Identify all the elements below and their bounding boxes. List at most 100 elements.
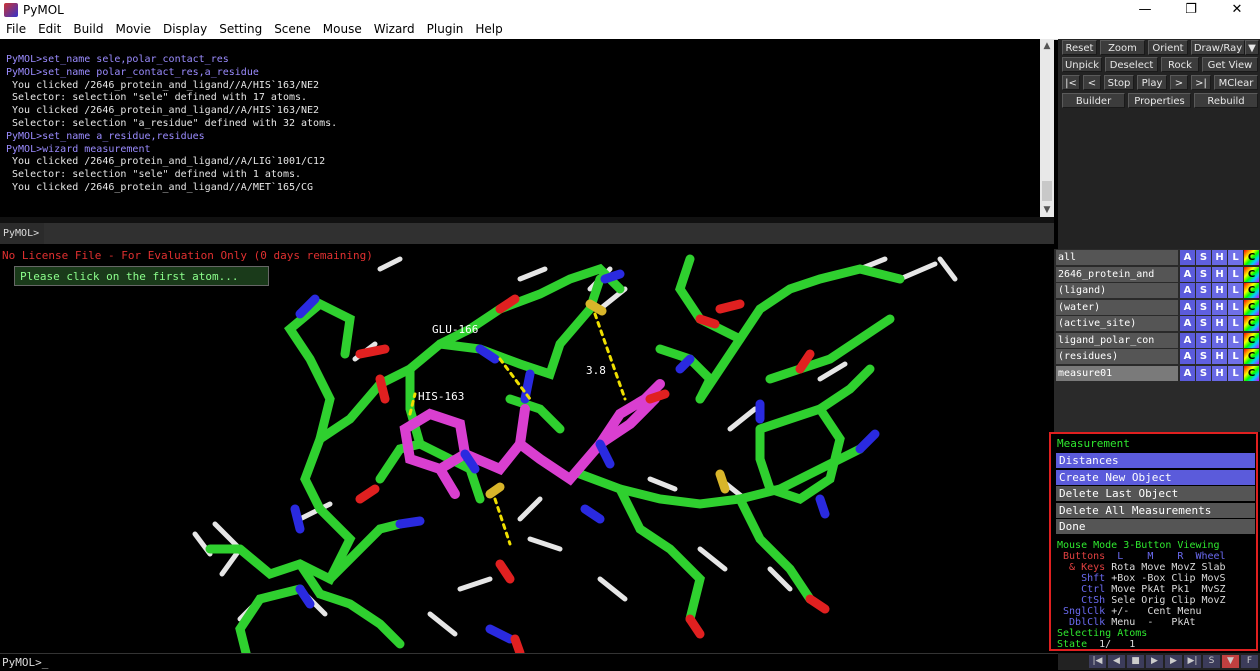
menu-file[interactable]: File — [6, 22, 27, 36]
drawray-button[interactable]: Draw/Ray — [1191, 40, 1245, 55]
label-button[interactable]: L — [1228, 266, 1243, 282]
label-button[interactable]: L — [1228, 283, 1243, 298]
label-button[interactable]: L — [1228, 349, 1243, 364]
last-frame-button[interactable]: >| — [1191, 75, 1211, 90]
molecular-viewer[interactable] — [0, 249, 1054, 653]
color-button[interactable]: C — [1244, 365, 1259, 381]
object-name[interactable]: (ligand) — [1056, 283, 1178, 298]
done-button[interactable]: Done — [1056, 519, 1255, 534]
menu-edit[interactable]: Edit — [38, 22, 62, 36]
label-button[interactable]: L — [1228, 299, 1243, 315]
hide-button[interactable]: H — [1212, 316, 1227, 331]
show-button[interactable]: S — [1196, 299, 1211, 315]
step-back-icon[interactable]: ◀ — [1108, 655, 1125, 668]
color-button[interactable]: C — [1244, 349, 1259, 364]
command-input[interactable] — [44, 223, 1054, 244]
hide-button[interactable]: H — [1212, 266, 1227, 282]
next-frame-button[interactable]: > — [1170, 75, 1188, 90]
object-row-active-site[interactable]: (active_site) A S H L C — [1056, 316, 1260, 331]
menu-mouse[interactable]: Mouse — [322, 22, 362, 36]
object-row-residues[interactable]: (residues) A S H L C — [1056, 349, 1260, 364]
menu-scene[interactable]: Scene — [274, 22, 311, 36]
object-name[interactable]: 2646_protein_and — [1056, 266, 1178, 282]
get-view-button[interactable]: Get View — [1202, 57, 1258, 72]
hide-button[interactable]: H — [1212, 299, 1227, 315]
label-button[interactable]: L — [1228, 365, 1243, 381]
menu-setting[interactable]: Setting — [219, 22, 263, 36]
maximize-button[interactable]: ❐ — [1185, 2, 1197, 17]
zoom-button[interactable]: Zoom — [1100, 40, 1145, 55]
molecule-render[interactable] — [0, 249, 1054, 653]
action-button[interactable]: A — [1180, 250, 1195, 265]
menu-wizard[interactable]: Wizard — [373, 22, 415, 36]
bottom-command-input[interactable]: PyMOL>_ — [0, 653, 1058, 670]
distances-button[interactable]: Distances — [1056, 453, 1255, 468]
hide-button[interactable]: H — [1212, 283, 1227, 298]
object-row-protein[interactable]: 2646_protein_and A S H L C — [1056, 266, 1260, 282]
step-forward-icon[interactable]: ▶ — [1165, 655, 1182, 668]
scroll-thumb[interactable] — [1042, 181, 1052, 201]
label-button[interactable]: L — [1228, 250, 1243, 265]
object-row-all[interactable]: all A S H L C — [1056, 250, 1260, 265]
deselect-button[interactable]: Deselect — [1105, 57, 1158, 72]
color-button[interactable]: C — [1244, 250, 1259, 265]
close-button[interactable]: ✕ — [1231, 2, 1243, 17]
action-button[interactable]: A — [1180, 332, 1195, 348]
color-button[interactable]: C — [1244, 283, 1259, 298]
stop-button[interactable]: Stop — [1104, 75, 1134, 90]
action-button[interactable]: A — [1180, 283, 1195, 298]
menu-plugin[interactable]: Plugin — [426, 22, 464, 36]
scroll-down-icon[interactable]: ▼ — [1043, 205, 1051, 215]
show-button[interactable]: S — [1196, 250, 1211, 265]
create-new-object-button[interactable]: Create New Object — [1056, 469, 1255, 485]
hide-button[interactable]: H — [1212, 349, 1227, 364]
builder-button[interactable]: Builder — [1062, 93, 1125, 108]
hide-button[interactable]: H — [1212, 250, 1227, 265]
hide-button[interactable]: H — [1212, 332, 1227, 348]
object-name[interactable]: (water) — [1056, 299, 1178, 315]
object-row-ligand[interactable]: (ligand) A S H L C — [1056, 283, 1260, 298]
scene-icon[interactable]: S — [1203, 655, 1220, 668]
reset-button[interactable]: Reset — [1062, 40, 1097, 55]
delete-last-object-button[interactable]: Delete Last Object — [1056, 486, 1255, 501]
show-button[interactable]: S — [1196, 316, 1211, 331]
minimize-button[interactable]: — — [1138, 2, 1152, 17]
dropdown-icon[interactable]: ▼ — [1222, 655, 1239, 668]
full-screen-icon[interactable]: F — [1241, 655, 1258, 668]
delete-all-measurements-button[interactable]: Delete All Measurements — [1056, 502, 1255, 518]
hide-button[interactable]: H — [1212, 365, 1227, 381]
menu-help[interactable]: Help — [475, 22, 503, 36]
color-button[interactable]: C — [1244, 332, 1259, 348]
drawray-dropdown-icon[interactable]: ▼ — [1245, 40, 1259, 55]
orient-button[interactable]: Orient — [1148, 40, 1188, 55]
object-row-polar-contacts[interactable]: ligand_polar_con A S H L C — [1056, 332, 1260, 348]
stop-icon[interactable]: ■ — [1127, 655, 1144, 668]
unpick-button[interactable]: Unpick — [1062, 57, 1102, 72]
label-button[interactable]: L — [1228, 316, 1243, 331]
play-icon[interactable]: ▶ — [1146, 655, 1163, 668]
object-row-water[interactable]: (water) A S H L C — [1056, 299, 1260, 315]
action-button[interactable]: A — [1180, 365, 1195, 381]
object-name[interactable]: (residues) — [1056, 349, 1178, 364]
object-name[interactable]: ligand_polar_con — [1056, 332, 1178, 348]
show-button[interactable]: S — [1196, 283, 1211, 298]
label-button[interactable]: L — [1228, 332, 1243, 348]
play-button[interactable]: Play — [1137, 75, 1167, 90]
action-button[interactable]: A — [1180, 299, 1195, 315]
object-name[interactable]: (active_site) — [1056, 316, 1178, 331]
show-button[interactable]: S — [1196, 332, 1211, 348]
mclear-button[interactable]: MClear — [1214, 75, 1258, 90]
menu-build[interactable]: Build — [73, 22, 104, 36]
rebuild-button[interactable]: Rebuild — [1194, 93, 1258, 108]
action-button[interactable]: A — [1180, 349, 1195, 364]
show-button[interactable]: S — [1196, 349, 1211, 364]
color-button[interactable]: C — [1244, 266, 1259, 282]
properties-button[interactable]: Properties — [1128, 93, 1191, 108]
object-row-measure01[interactable]: measure01 A S H L C — [1056, 365, 1260, 381]
show-button[interactable]: S — [1196, 266, 1211, 282]
console-scrollbar[interactable]: ▲ ▼ — [1040, 39, 1054, 217]
color-button[interactable]: C — [1244, 316, 1259, 331]
rock-button[interactable]: Rock — [1161, 57, 1199, 72]
menu-display[interactable]: Display — [162, 22, 208, 36]
scroll-up-icon[interactable]: ▲ — [1043, 41, 1051, 51]
